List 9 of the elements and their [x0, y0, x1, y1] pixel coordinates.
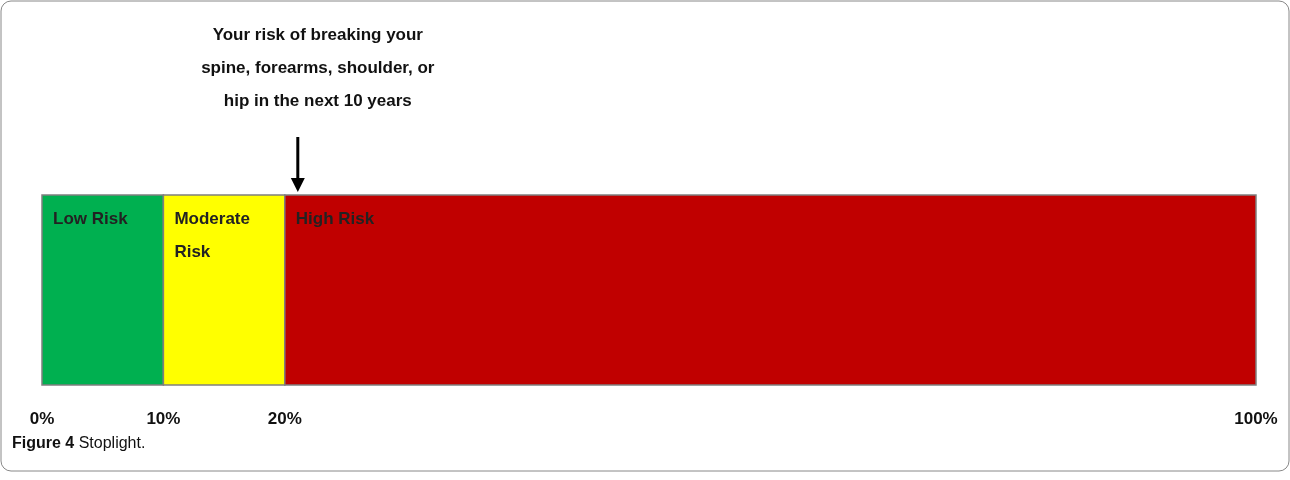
series-label: Low Risk	[53, 209, 129, 228]
series-label: Moderate Risk	[174, 209, 250, 261]
x-tick-label: 0%	[29, 409, 55, 428]
x-tick-label: 100%	[1234, 409, 1278, 428]
series-label: High Risk	[295, 209, 375, 228]
x-tick-label: 10%	[146, 409, 181, 428]
x-tick-label: 20%	[267, 409, 302, 428]
caption: Figure 4 Stoplight.	[12, 434, 146, 451]
text: Your risk of breaking your spine, forearms, shoulder, or hip in the next 10 years	[201, 25, 435, 110]
